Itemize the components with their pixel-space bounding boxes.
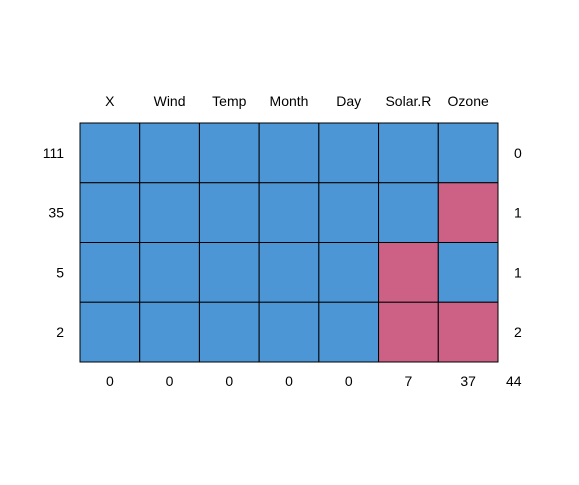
column-label: X — [105, 93, 115, 109]
row-missing-total: 2 — [514, 324, 522, 340]
cell-r1-c5 — [378, 182, 439, 243]
column-label: Month — [270, 93, 309, 109]
cell-r2-c5 — [378, 242, 439, 303]
column-label: Wind — [154, 93, 186, 109]
cell-r3-c0 — [79, 301, 141, 363]
row-count-label: 35 — [48, 205, 64, 221]
column-missing-total: 0 — [166, 373, 174, 389]
column-missing-total: 37 — [460, 373, 476, 389]
row-count-label: 2 — [56, 324, 64, 340]
cell-r2-c3 — [258, 242, 320, 303]
cell-r0-c2 — [198, 122, 260, 184]
cell-r2-c1 — [139, 242, 200, 303]
column-missing-total: 7 — [405, 373, 413, 389]
cell-r3-c2 — [198, 301, 260, 363]
column-missing-total: 0 — [225, 373, 233, 389]
cell-r0-c0 — [79, 122, 141, 184]
row-missing-total: 0 — [514, 145, 522, 161]
cell-r0-c3 — [258, 122, 320, 184]
cell-r1-c4 — [318, 182, 380, 243]
cell-r1-c3 — [258, 182, 320, 243]
cell-r3-c1 — [139, 301, 200, 363]
cell-r3-c4 — [318, 301, 380, 363]
cell-r0-c4 — [318, 122, 380, 184]
column-label: Day — [336, 93, 361, 109]
column-missing-total: 0 — [285, 373, 293, 389]
cell-r3-c5 — [378, 301, 439, 363]
column-label: Temp — [212, 93, 246, 109]
cell-r0-c6 — [437, 122, 499, 184]
cell-r0-c5 — [378, 122, 439, 184]
row-missing-total: 1 — [514, 264, 522, 280]
cell-r1-c6 — [437, 182, 499, 243]
cell-r3-c3 — [258, 301, 320, 363]
row-missing-total: 1 — [514, 205, 522, 221]
cell-r2-c4 — [318, 242, 380, 303]
cell-r2-c6 — [437, 242, 499, 303]
row-count-label: 5 — [56, 264, 64, 280]
labels-layer: X Wind Temp Month Day Solar.R Ozone 111 35 5 2 0 1 1 2… — [43, 93, 522, 389]
cells-layer — [79, 122, 499, 363]
column-label: Ozone — [448, 93, 489, 109]
cell-r1-c0 — [79, 182, 141, 243]
column-missing-total: 0 — [345, 373, 353, 389]
cell-r0-c1 — [139, 122, 200, 184]
column-label: Solar.R — [385, 93, 431, 109]
row-count-label: 111 — [43, 145, 64, 161]
cell-r2-c2 — [198, 242, 260, 303]
cell-r3-c6 — [437, 301, 499, 363]
grand-total-missing: 44 — [506, 373, 522, 389]
cell-r1-c2 — [198, 182, 260, 243]
cell-r2-c0 — [79, 242, 141, 303]
cell-r1-c1 — [139, 182, 200, 243]
column-missing-total: 0 — [106, 373, 114, 389]
